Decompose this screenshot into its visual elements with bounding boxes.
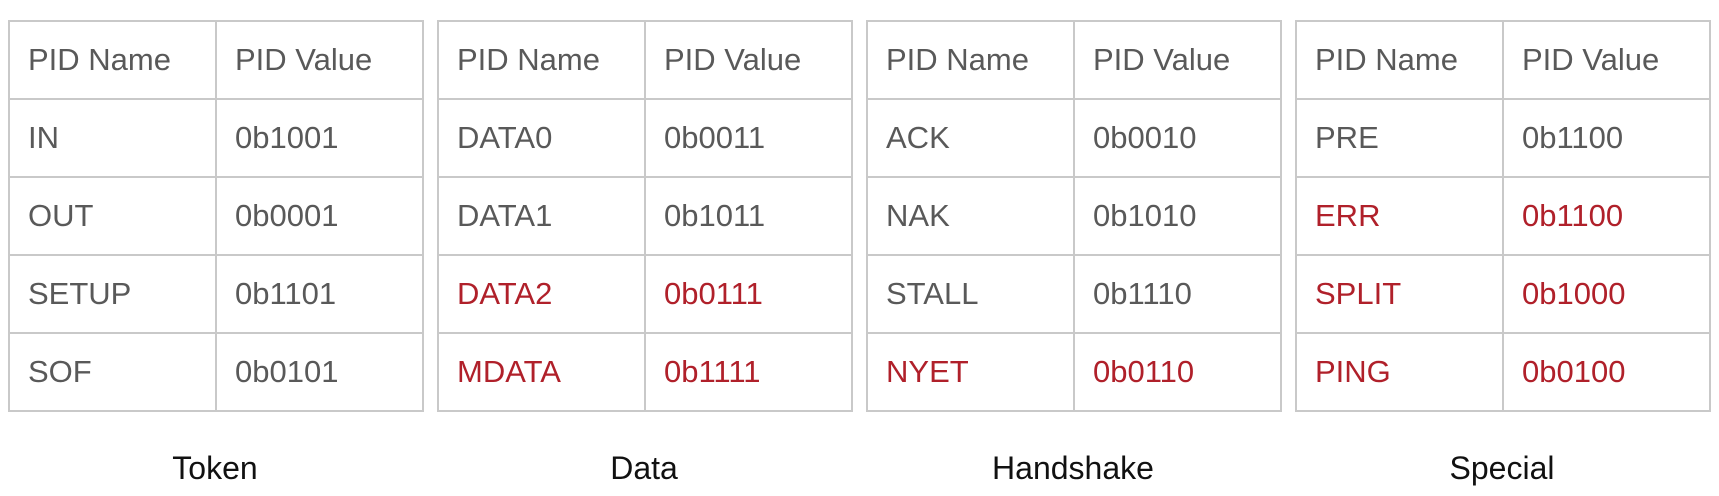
pid-value-cell: 0b0111 [644,254,853,334]
pid-group-special: PID Name PID Value PRE 0b1100 ERR 0b1100… [1295,20,1711,412]
header-pid-value: PID Value [1073,20,1282,100]
table-row: DATA0 0b0011 [437,98,853,178]
pid-value-cell: 0b1110 [1073,254,1282,334]
pid-value-cell: 0b1100 [1502,98,1711,178]
header-pid-value: PID Value [1502,20,1711,100]
table-row: ERR 0b1100 [1295,176,1711,256]
pid-value-cell: 0b1010 [1073,176,1282,256]
pid-value-cell: 0b0110 [1073,332,1282,412]
pid-name-cell: SETUP [8,254,217,334]
pid-value-cell: 0b0100 [1502,332,1711,412]
pid-name-cell: IN [8,98,217,178]
pid-table-special: PID Name PID Value PRE 0b1100 ERR 0b1100… [1295,20,1711,412]
header-pid-name: PID Name [1295,20,1504,100]
caption-handshake: Handshake [992,450,1154,486]
header-pid-value: PID Value [215,20,424,100]
pid-group-handshake: PID Name PID Value ACK 0b0010 NAK 0b1010… [866,20,1282,412]
pid-name-cell: NAK [866,176,1075,256]
header-pid-name: PID Name [437,20,646,100]
caption-special: Special [1449,450,1555,486]
pid-value-cell: 0b1101 [215,254,424,334]
pid-name-cell: SOF [8,332,217,412]
pid-table-handshake: PID Name PID Value ACK 0b0010 NAK 0b1010… [866,20,1282,412]
pid-value-cell: 0b0010 [1073,98,1282,178]
table-row: NYET 0b0110 [866,332,1282,412]
pid-name-cell: ACK [866,98,1075,178]
table-header-row: PID Name PID Value [437,20,853,100]
header-pid-name: PID Name [8,20,217,100]
pid-value-cell: 0b1111 [644,332,853,412]
table-row: STALL 0b1110 [866,254,1282,334]
table-row: DATA2 0b0111 [437,254,853,334]
pid-value-cell: 0b0011 [644,98,853,178]
pid-value-cell: 0b1001 [215,98,424,178]
table-header-row: PID Name PID Value [8,20,424,100]
caption-token: Token [172,450,258,486]
table-row: IN 0b1001 [8,98,424,178]
table-header-row: PID Name PID Value [1295,20,1711,100]
pid-name-cell: OUT [8,176,217,256]
table-row: SETUP 0b1101 [8,254,424,334]
pid-table-data: PID Name PID Value DATA0 0b0011 DATA1 0b… [437,20,853,412]
caption-data: Data [610,450,678,486]
table-row: OUT 0b0001 [8,176,424,256]
pid-name-cell: SPLIT [1295,254,1504,334]
table-row: NAK 0b1010 [866,176,1282,256]
table-row: SPLIT 0b1000 [1295,254,1711,334]
pid-name-cell: PING [1295,332,1504,412]
table-row: SOF 0b0101 [8,332,424,412]
pid-name-cell: PRE [1295,98,1504,178]
pid-name-cell: ERR [1295,176,1504,256]
table-row: ACK 0b0010 [866,98,1282,178]
table-row: DATA1 0b1011 [437,176,853,256]
table-header-row: PID Name PID Value [866,20,1282,100]
header-pid-value: PID Value [644,20,853,100]
pid-value-cell: 0b0001 [215,176,424,256]
header-pid-name: PID Name [866,20,1075,100]
pid-value-cell: 0b0101 [215,332,424,412]
table-row: PRE 0b1100 [1295,98,1711,178]
pid-name-cell: NYET [866,332,1075,412]
pid-name-cell: DATA0 [437,98,646,178]
pid-value-cell: 0b1011 [644,176,853,256]
pid-name-cell: MDATA [437,332,646,412]
pid-group-data: PID Name PID Value DATA0 0b0011 DATA1 0b… [437,20,853,412]
table-row: MDATA 0b1111 [437,332,853,412]
pid-name-cell: DATA2 [437,254,646,334]
pid-value-cell: 0b1100 [1502,176,1711,256]
pid-name-cell: STALL [866,254,1075,334]
pid-table-token: PID Name PID Value IN 0b1001 OUT 0b0001 … [8,20,424,412]
pid-value-cell: 0b1000 [1502,254,1711,334]
table-row: PING 0b0100 [1295,332,1711,412]
pid-name-cell: DATA1 [437,176,646,256]
pid-group-token: PID Name PID Value IN 0b1001 OUT 0b0001 … [8,20,424,412]
